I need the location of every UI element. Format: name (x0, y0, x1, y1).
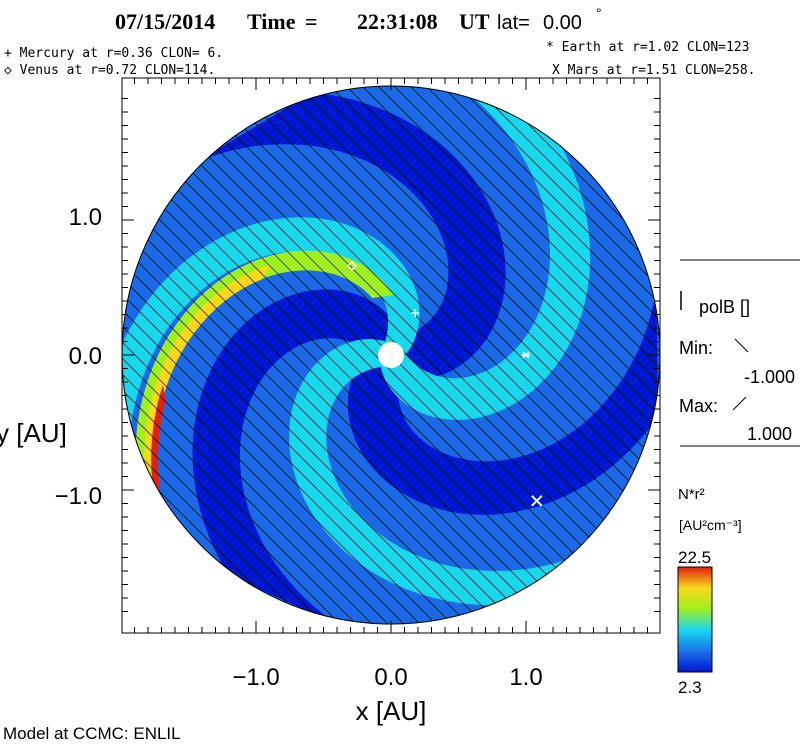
hatch-line (699, 55, 800, 655)
plot-time-equals: = (305, 9, 318, 34)
hatch-line (346, 86, 660, 624)
hatch-line (314, 86, 660, 624)
plot-lat-unit: ° (596, 5, 602, 21)
plot-time-value: 22:31:08 (357, 9, 438, 34)
xtick-label: 1.0 (509, 664, 542, 691)
legend-mercury: + Mercury at r=0.36 CLON= 6. (4, 46, 223, 61)
colorbar-min-label: 2.3 (678, 678, 702, 697)
hatch-line (122, 86, 388, 624)
hatch-line (0, 55, 51, 655)
density-band (289, 339, 577, 606)
colorbar-max-label: 22.5 (678, 548, 711, 567)
hatch-line (122, 86, 484, 624)
polarity-min-value: -1.000 (744, 367, 795, 387)
hatch-line (410, 86, 660, 624)
hatch-line (394, 86, 660, 624)
hatch-line (122, 86, 580, 624)
density-band (347, 287, 659, 515)
marker-mercury (411, 309, 420, 318)
polarity-max-hatch-icon (732, 396, 747, 411)
hatch-line (715, 55, 800, 655)
colorbar-units: [AU²cm⁻³] (679, 517, 742, 533)
legend-earth: * Earth at r=1.02 CLON=123 (546, 40, 750, 55)
hatch-line (0, 55, 67, 655)
density-band (122, 217, 420, 437)
hatch-line (122, 86, 132, 624)
inner-boundary (378, 342, 404, 368)
density-band (192, 289, 403, 624)
x-axis-label: x [AU] (356, 696, 427, 726)
hatch-line (122, 86, 436, 624)
polarity-label: polB [] (699, 297, 750, 317)
hatch-line (122, 86, 468, 624)
hatch-line (170, 86, 660, 624)
hatch-line (186, 86, 660, 624)
planet-markers (346, 260, 543, 507)
hatch-line (202, 86, 660, 624)
marker-mars (531, 495, 543, 507)
ytick-label: −1.0 (55, 483, 102, 510)
hatch-line (298, 86, 660, 624)
hatch-line (426, 86, 660, 624)
hatch-line (362, 86, 660, 624)
y-axis-label: y [AU] (0, 418, 67, 448)
density-band (196, 92, 506, 379)
hatch-line (122, 86, 404, 624)
hatch-line (122, 86, 596, 624)
colorbar-quantity: N*r² (678, 486, 705, 503)
legend-mars: X Mars at r=1.51 CLON=258. (552, 63, 756, 78)
hatch-line (266, 86, 660, 624)
plot-time-unit: UT (459, 9, 490, 34)
density-band (151, 385, 166, 507)
hatch-line (650, 86, 660, 624)
hatch-line (378, 86, 660, 624)
hatch-line (122, 86, 564, 624)
plot-time-label: Time (247, 9, 296, 34)
hatch-line (122, 86, 500, 624)
hatch-line (122, 86, 356, 624)
hatch-line (122, 86, 516, 624)
polarity-min-label: Min: (679, 338, 713, 358)
hatch-line (250, 86, 660, 624)
hatch-line (122, 86, 532, 624)
colorbar (677, 566, 713, 673)
hatch-line (234, 86, 660, 624)
polarity-max-value: 1.000 (747, 424, 792, 444)
density-band (144, 264, 272, 499)
hatch-line (122, 86, 420, 624)
ytick-label: 1.0 (69, 204, 102, 231)
polarity-min-hatch-icon (734, 338, 749, 353)
model-credit: Model at CCMC: ENLIL (3, 724, 181, 743)
xtick-label: 0.0 (374, 664, 407, 691)
hatch-line (122, 86, 452, 624)
hatch-line (122, 86, 372, 624)
xtick-label: −1.0 (232, 664, 279, 691)
legend-venus: ◇ Venus at r=0.72 CLON=114. (4, 63, 215, 78)
hatch-line (122, 86, 340, 624)
plot-date: 07/15/2014 (115, 9, 215, 34)
density-band (380, 91, 591, 420)
ytick-label: 0.0 (69, 343, 102, 370)
hatch-line (122, 86, 324, 624)
plot-lat-label: lat= (497, 12, 530, 34)
polarity-max-label: Max: (679, 396, 718, 416)
hatch-line (122, 86, 612, 624)
plot-lat-value: 0.00 (543, 12, 582, 34)
marker-earth (522, 351, 530, 359)
axis-ticks (122, 78, 660, 633)
hatch-line (218, 86, 660, 624)
marker-venus (346, 260, 357, 271)
hatch-line (122, 86, 548, 624)
hatch-line (458, 86, 660, 624)
hatch-line (330, 86, 660, 624)
hatch-line (442, 86, 660, 624)
hatch-line (282, 86, 660, 624)
